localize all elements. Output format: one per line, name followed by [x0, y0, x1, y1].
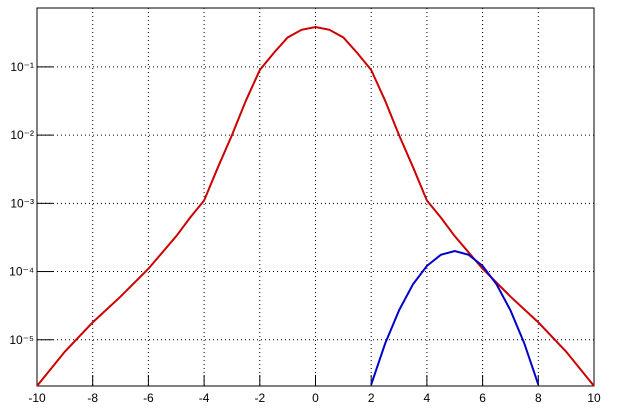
y-tick-label: 10⁻¹	[10, 60, 34, 74]
y-tick-label: 10⁻⁵	[9, 333, 34, 347]
x-tick-label: 0	[312, 391, 319, 405]
plot-frame	[36, 7, 595, 387]
curve	[370, 249, 540, 385]
x-tick-label: -2	[254, 391, 265, 405]
x-tick-label: 10	[587, 391, 601, 405]
x-tick-label: 6	[479, 391, 486, 405]
x-tick-label: -10	[28, 391, 46, 405]
x-tick-label: 4	[424, 391, 431, 405]
y-tick-label: 10⁻⁴	[9, 265, 34, 279]
x-tick-label: -4	[199, 391, 210, 405]
y-tick-label: 10⁻²	[10, 128, 34, 142]
curve	[36, 25, 595, 387]
x-tick-label: 2	[368, 391, 375, 405]
x-tick-label: 8	[535, 391, 542, 405]
x-tick-label: -6	[143, 391, 154, 405]
x-tick-label: -8	[87, 391, 98, 405]
y-tick-label: 10⁻³	[10, 196, 34, 210]
